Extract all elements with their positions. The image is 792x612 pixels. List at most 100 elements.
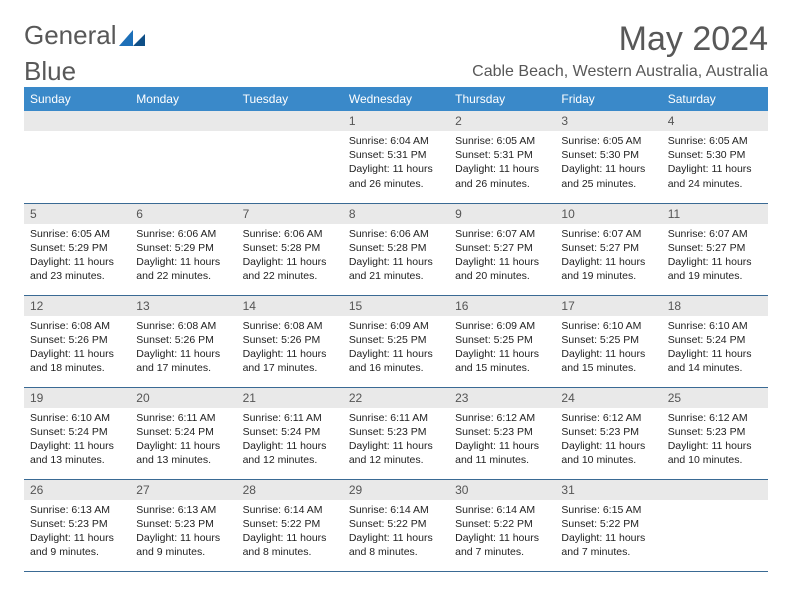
weekday-header: Monday [130, 87, 236, 111]
sunrise-text: Sunrise: 6:05 AM [455, 134, 549, 148]
logo: General [24, 20, 147, 51]
logo-icon [119, 26, 147, 46]
calendar-day-cell: 4Sunrise: 6:05 AMSunset: 5:30 PMDaylight… [662, 111, 768, 203]
sunset-text: Sunset: 5:28 PM [243, 241, 337, 255]
day-detail: Sunrise: 6:12 AMSunset: 5:23 PMDaylight:… [449, 408, 555, 474]
day-detail: Sunrise: 6:15 AMSunset: 5:22 PMDaylight:… [555, 500, 661, 566]
sunset-text: Sunset: 5:23 PM [30, 517, 124, 531]
sunrise-text: Sunrise: 6:11 AM [243, 411, 337, 425]
day-number: 31 [555, 480, 661, 500]
calendar-day-cell [130, 111, 236, 203]
sunrise-text: Sunrise: 6:10 AM [561, 319, 655, 333]
sunrise-text: Sunrise: 6:06 AM [136, 227, 230, 241]
sunset-text: Sunset: 5:24 PM [668, 333, 762, 347]
header: General May 2024 [24, 20, 768, 59]
daylight-text: Daylight: 11 hours and 7 minutes. [455, 531, 549, 559]
daylight-text: Daylight: 11 hours and 26 minutes. [455, 162, 549, 190]
day-number: 10 [555, 204, 661, 224]
sunset-text: Sunset: 5:23 PM [349, 425, 443, 439]
sunrise-text: Sunrise: 6:11 AM [349, 411, 443, 425]
sunset-text: Sunset: 5:28 PM [349, 241, 443, 255]
day-number: 9 [449, 204, 555, 224]
sunrise-text: Sunrise: 6:06 AM [349, 227, 443, 241]
day-detail: Sunrise: 6:13 AMSunset: 5:23 PMDaylight:… [130, 500, 236, 566]
logo-text-1: General [24, 20, 117, 51]
daylight-text: Daylight: 11 hours and 26 minutes. [349, 162, 443, 190]
calendar-day-cell: 12Sunrise: 6:08 AMSunset: 5:26 PMDayligh… [24, 295, 130, 387]
sunrise-text: Sunrise: 6:13 AM [136, 503, 230, 517]
sunset-text: Sunset: 5:26 PM [136, 333, 230, 347]
day-detail: Sunrise: 6:11 AMSunset: 5:23 PMDaylight:… [343, 408, 449, 474]
day-number: 11 [662, 204, 768, 224]
daylight-text: Daylight: 11 hours and 10 minutes. [561, 439, 655, 467]
sunset-text: Sunset: 5:27 PM [668, 241, 762, 255]
day-detail: Sunrise: 6:08 AMSunset: 5:26 PMDaylight:… [130, 316, 236, 382]
calendar-day-cell: 28Sunrise: 6:14 AMSunset: 5:22 PMDayligh… [237, 479, 343, 571]
calendar-day-cell: 29Sunrise: 6:14 AMSunset: 5:22 PMDayligh… [343, 479, 449, 571]
calendar-day-cell [24, 111, 130, 203]
day-detail: Sunrise: 6:11 AMSunset: 5:24 PMDaylight:… [237, 408, 343, 474]
sunset-text: Sunset: 5:25 PM [561, 333, 655, 347]
day-number: 20 [130, 388, 236, 408]
day-detail: Sunrise: 6:06 AMSunset: 5:29 PMDaylight:… [130, 224, 236, 290]
day-number: 14 [237, 296, 343, 316]
calendar-week-row: 19Sunrise: 6:10 AMSunset: 5:24 PMDayligh… [24, 387, 768, 479]
daylight-text: Daylight: 11 hours and 13 minutes. [30, 439, 124, 467]
calendar-day-cell: 27Sunrise: 6:13 AMSunset: 5:23 PMDayligh… [130, 479, 236, 571]
daylight-text: Daylight: 11 hours and 11 minutes. [455, 439, 549, 467]
calendar-day-cell: 15Sunrise: 6:09 AMSunset: 5:25 PMDayligh… [343, 295, 449, 387]
weekday-header: Thursday [449, 87, 555, 111]
weekday-header: Friday [555, 87, 661, 111]
day-detail: Sunrise: 6:12 AMSunset: 5:23 PMDaylight:… [662, 408, 768, 474]
day-number: 8 [343, 204, 449, 224]
daylight-text: Daylight: 11 hours and 19 minutes. [561, 255, 655, 283]
day-detail: Sunrise: 6:13 AMSunset: 5:23 PMDaylight:… [24, 500, 130, 566]
daylight-text: Daylight: 11 hours and 9 minutes. [30, 531, 124, 559]
daylight-text: Daylight: 11 hours and 22 minutes. [136, 255, 230, 283]
location: Cable Beach, Western Australia, Australi… [472, 63, 768, 81]
daylight-text: Daylight: 11 hours and 16 minutes. [349, 347, 443, 375]
sunrise-text: Sunrise: 6:07 AM [561, 227, 655, 241]
calendar-week-row: 12Sunrise: 6:08 AMSunset: 5:26 PMDayligh… [24, 295, 768, 387]
day-number: 17 [555, 296, 661, 316]
sunrise-text: Sunrise: 6:12 AM [455, 411, 549, 425]
sunset-text: Sunset: 5:26 PM [243, 333, 337, 347]
day-number: 19 [24, 388, 130, 408]
day-detail: Sunrise: 6:07 AMSunset: 5:27 PMDaylight:… [662, 224, 768, 290]
sunset-text: Sunset: 5:30 PM [668, 148, 762, 162]
calendar-day-cell: 5Sunrise: 6:05 AMSunset: 5:29 PMDaylight… [24, 203, 130, 295]
day-number: 4 [662, 111, 768, 131]
day-number: 25 [662, 388, 768, 408]
sunset-text: Sunset: 5:26 PM [30, 333, 124, 347]
daylight-text: Daylight: 11 hours and 14 minutes. [668, 347, 762, 375]
day-detail: Sunrise: 6:09 AMSunset: 5:25 PMDaylight:… [343, 316, 449, 382]
calendar-day-cell: 3Sunrise: 6:05 AMSunset: 5:30 PMDaylight… [555, 111, 661, 203]
sunrise-text: Sunrise: 6:10 AM [30, 411, 124, 425]
calendar-day-cell: 8Sunrise: 6:06 AMSunset: 5:28 PMDaylight… [343, 203, 449, 295]
calendar-day-cell: 21Sunrise: 6:11 AMSunset: 5:24 PMDayligh… [237, 387, 343, 479]
day-number: 6 [130, 204, 236, 224]
sunset-text: Sunset: 5:23 PM [668, 425, 762, 439]
day-number: 29 [343, 480, 449, 500]
day-number: 21 [237, 388, 343, 408]
daylight-text: Daylight: 11 hours and 22 minutes. [243, 255, 337, 283]
sunrise-text: Sunrise: 6:04 AM [349, 134, 443, 148]
sunset-text: Sunset: 5:23 PM [455, 425, 549, 439]
calendar-day-cell: 22Sunrise: 6:11 AMSunset: 5:23 PMDayligh… [343, 387, 449, 479]
day-detail: Sunrise: 6:08 AMSunset: 5:26 PMDaylight:… [237, 316, 343, 382]
daylight-text: Daylight: 11 hours and 25 minutes. [561, 162, 655, 190]
day-number: 27 [130, 480, 236, 500]
sunset-text: Sunset: 5:24 PM [136, 425, 230, 439]
calendar-day-cell: 30Sunrise: 6:14 AMSunset: 5:22 PMDayligh… [449, 479, 555, 571]
sunset-text: Sunset: 5:27 PM [455, 241, 549, 255]
daylight-text: Daylight: 11 hours and 17 minutes. [243, 347, 337, 375]
day-number: 3 [555, 111, 661, 131]
sunrise-text: Sunrise: 6:05 AM [561, 134, 655, 148]
sunrise-text: Sunrise: 6:08 AM [243, 319, 337, 333]
sunset-text: Sunset: 5:22 PM [349, 517, 443, 531]
sunrise-text: Sunrise: 6:09 AM [349, 319, 443, 333]
sunset-text: Sunset: 5:29 PM [136, 241, 230, 255]
day-number: 22 [343, 388, 449, 408]
daylight-text: Daylight: 11 hours and 8 minutes. [243, 531, 337, 559]
sunset-text: Sunset: 5:24 PM [30, 425, 124, 439]
